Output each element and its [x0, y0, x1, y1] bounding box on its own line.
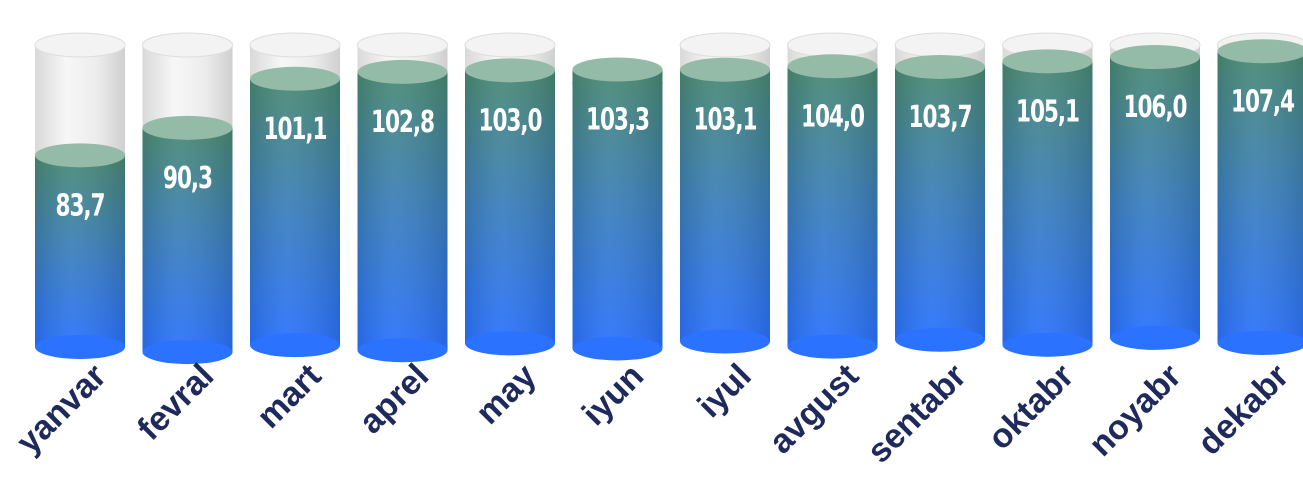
liquid-shade [1110, 57, 1200, 338]
liquid-cap [895, 54, 985, 79]
liquid-bottom [1217, 331, 1303, 355]
bar-iyun: 103,3 [572, 57, 663, 361]
value-label: 103,3 [586, 103, 649, 137]
category-label: yanvar [9, 357, 113, 461]
liquid-shade [680, 69, 770, 342]
bar-aprel: 102,8 [357, 32, 448, 363]
liquid-cap [35, 143, 125, 168]
value-label: 83,7 [56, 189, 105, 223]
liquid-shade [142, 127, 233, 353]
liquid-bottom [680, 329, 770, 354]
bar-may: 103,0 [464, 32, 556, 356]
bar-dekabr: 107,4 [1217, 32, 1303, 355]
glass-top [679, 32, 771, 58]
category-label: iyun [575, 357, 651, 433]
liquid-bottom [895, 327, 985, 352]
value-label: 107,4 [1231, 85, 1294, 119]
liquid-bottom [1002, 332, 1093, 357]
liquid-shade [465, 70, 555, 344]
liquid-cap [465, 58, 555, 83]
liquid-shade [787, 66, 878, 347]
category-label: avgust [762, 357, 866, 461]
liquid-shade [35, 155, 125, 347]
value-label: 103,1 [694, 103, 757, 137]
value-label: 103,0 [479, 104, 542, 138]
bars-layer: 83,7 90,3 101,1 102,8 103,0 103,3 103,1 104,0 10… [34, 32, 1303, 365]
value-label: 101,1 [264, 112, 327, 146]
category-label: iyul [690, 357, 758, 425]
category-label: mart [250, 357, 329, 436]
bar-noyabr: 106,0 [1109, 32, 1201, 350]
liquid-cap [142, 115, 233, 140]
liquid-shade [250, 78, 340, 346]
bar-avgust: 104,0 [787, 32, 878, 359]
liquid-shade [357, 71, 448, 351]
category-label: aprel [352, 357, 436, 441]
glass-top [787, 32, 878, 58]
value-label: 90,3 [163, 161, 212, 195]
glass-top [894, 32, 986, 58]
value-label: 104,0 [801, 100, 864, 134]
liquid-cap [572, 57, 663, 82]
liquid-cap [357, 59, 448, 84]
liquid-bottom [465, 331, 555, 356]
liquid-cap [1002, 49, 1093, 74]
glass-top [464, 32, 556, 58]
glass-top [142, 32, 233, 58]
liquid-bottom [1110, 325, 1200, 350]
category-label: noyabr [1082, 357, 1189, 464]
category-labels-layer: yanvar fevral mart aprel may iyun iyul avgustse… [9, 357, 1296, 471]
liquid-bottom [572, 336, 663, 361]
value-label: 103,7 [909, 101, 972, 135]
liquid-bottom [357, 338, 448, 363]
category-label: sentabr [860, 357, 974, 471]
liquid-cap [250, 66, 340, 91]
bar-yanvar: 83,7 [34, 32, 126, 359]
liquid-bottom [142, 340, 233, 365]
value-label: 106,0 [1124, 91, 1187, 125]
glass-top [249, 32, 341, 58]
value-label: 105,1 [1016, 95, 1079, 129]
liquid-bottom [787, 334, 878, 359]
liquid-shade [572, 69, 663, 349]
bar-mart: 101,1 [249, 32, 341, 358]
liquid-cap [1217, 39, 1303, 64]
bar-iyul: 103,1 [679, 32, 771, 354]
category-label: fevral [130, 357, 221, 448]
liquid-bottom [35, 335, 125, 359]
liquid-cap [680, 57, 770, 82]
liquid-shade [895, 66, 985, 340]
liquid-shade [1217, 51, 1303, 344]
liquid-shade [1002, 61, 1093, 345]
bar-oktabr: 105,1 [1002, 32, 1093, 357]
glass-top [34, 32, 126, 58]
liquid-cap [787, 54, 878, 79]
value-label: 102,8 [371, 106, 434, 140]
category-label: may [469, 357, 544, 432]
bar-fevral: 90,3 [142, 32, 233, 365]
bar-sentabr: 103,7 [894, 32, 986, 352]
liquid-cap [1110, 45, 1200, 70]
category-label: dekabr [1190, 357, 1296, 463]
glass-top [357, 32, 448, 58]
liquid-bottom [250, 333, 340, 358]
category-label: oktabr [981, 357, 1081, 457]
